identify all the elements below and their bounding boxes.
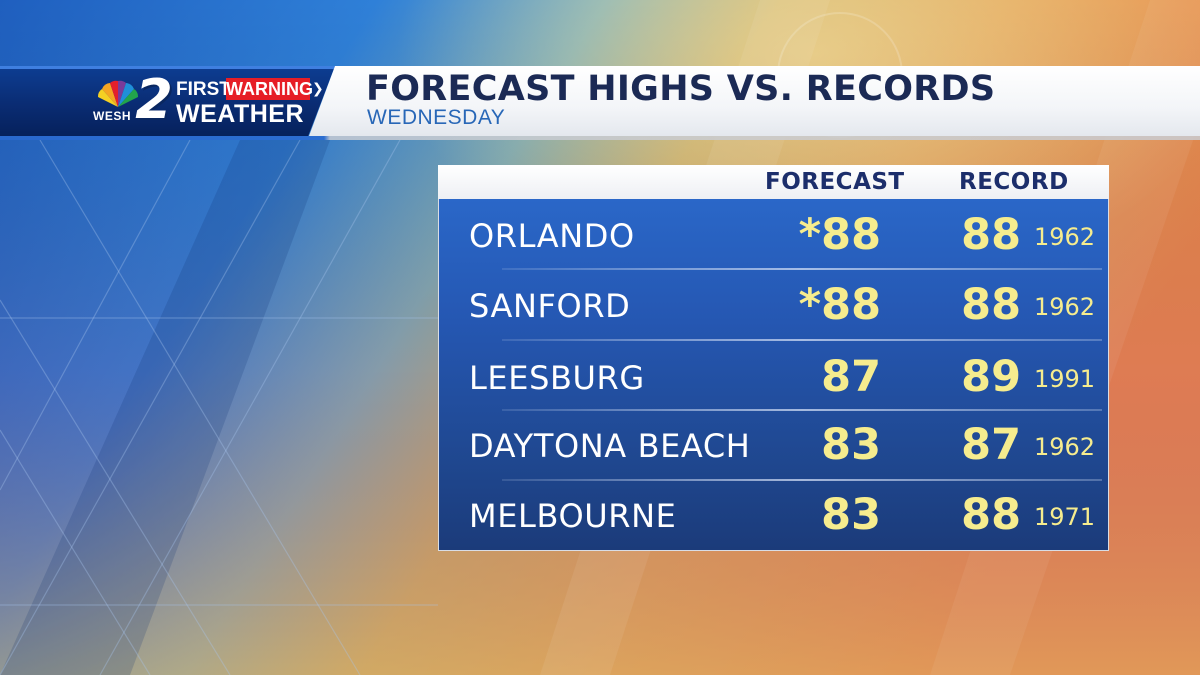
- table-header: [438, 165, 1109, 199]
- city-name: LEESBURG: [469, 359, 645, 397]
- record-year: 1962: [1034, 433, 1096, 461]
- record-year: 1962: [1034, 293, 1096, 321]
- row-divider: [502, 409, 1102, 411]
- forecast-value: 83: [821, 420, 881, 470]
- row-divider: [502, 268, 1102, 270]
- record-value: 88: [961, 490, 1021, 540]
- city-name: ORLANDO: [469, 217, 635, 255]
- station-call-letters: WESH: [93, 109, 131, 123]
- table-row: SANFORD *88 88 1962: [438, 270, 1109, 340]
- row-divider: [502, 339, 1102, 341]
- column-header-record: RECORD: [959, 169, 1069, 195]
- city-name: DAYTONA BEACH: [469, 427, 751, 465]
- row-divider: [502, 479, 1102, 481]
- station-logo-panel: [0, 66, 335, 136]
- warning-badge: WARNING: [226, 78, 313, 100]
- forecast-value: 87: [821, 352, 881, 402]
- page-title: FORECAST HIGHS VS. RECORDS: [366, 69, 996, 109]
- record-year: 1971: [1034, 503, 1096, 531]
- forecast-value: *88: [798, 280, 881, 330]
- forecast-value: 83: [821, 490, 881, 540]
- city-name: SANFORD: [469, 287, 631, 325]
- record-value: 89: [961, 352, 1021, 402]
- chevron-right-icon: ❯: [312, 81, 324, 97]
- peacock-logo-icon: [97, 80, 139, 107]
- forecast-value: *88: [798, 210, 881, 260]
- header-underline: [0, 136, 1200, 140]
- record-year: 1962: [1034, 223, 1096, 251]
- channel-number: 2: [135, 68, 173, 131]
- record-value: 88: [961, 210, 1021, 260]
- column-header-forecast: FORECAST: [765, 169, 905, 195]
- record-value: 88: [961, 280, 1021, 330]
- table-row: MELBOURNE 83 88 1971: [438, 480, 1109, 550]
- title-panel: [309, 66, 1200, 136]
- table-row: ORLANDO *88 88 1962: [438, 200, 1109, 270]
- city-name: MELBOURNE: [469, 497, 677, 535]
- record-value: 87: [961, 420, 1021, 470]
- page-subtitle: WEDNESDAY: [367, 106, 506, 129]
- table-body: [438, 199, 1109, 551]
- weather-label: WEATHER: [176, 100, 305, 128]
- record-year: 1991: [1034, 365, 1096, 393]
- first-label: FIRST: [176, 79, 231, 100]
- table-row: LEESBURG 87 89 1991: [438, 342, 1109, 412]
- table-row: DAYTONA BEACH 83 87 1962: [438, 410, 1109, 480]
